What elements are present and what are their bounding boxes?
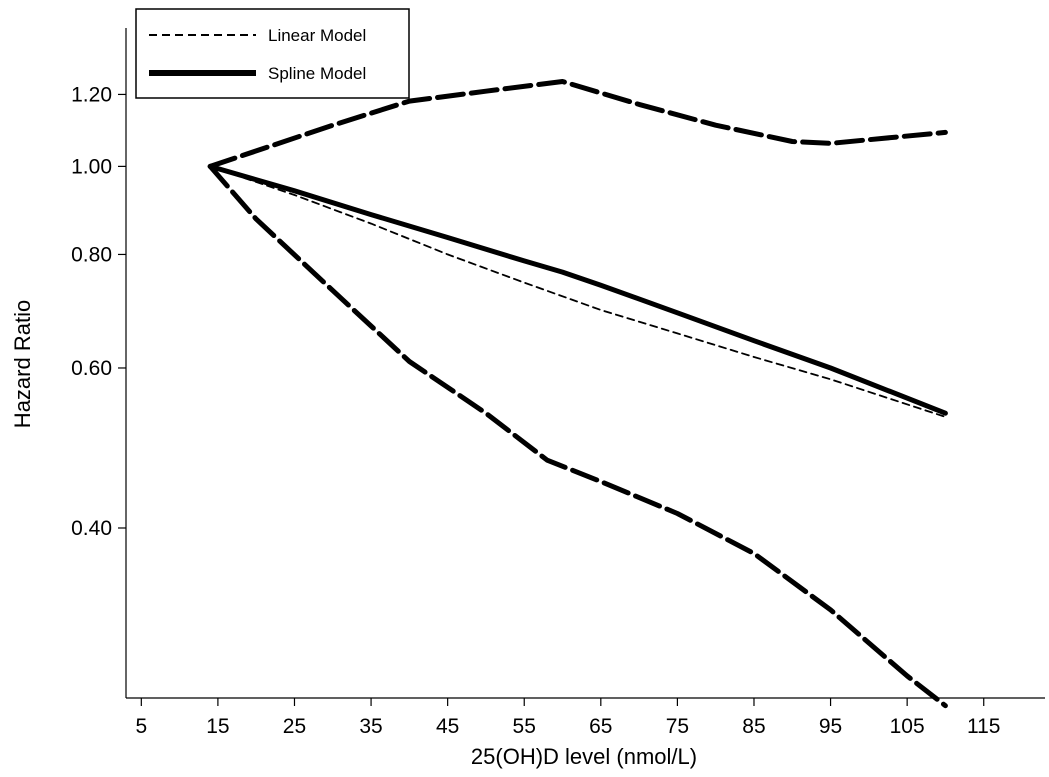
x-tick-label: 75 [666,715,689,738]
axes [125,28,1045,699]
lower-confidence-line [207,163,948,709]
spline-model-line [207,163,948,416]
ticks: 5 15 25 35 45 55 65 75 85 95 105 115 0.40 0.60 0.80 1.0… [71,83,1000,738]
y-tick-label: 0.40 [71,517,112,540]
linear-model-line [209,165,947,418]
x-tick-label: 55 [513,715,536,738]
y-tick-label: 1.20 [71,83,112,106]
x-tick-label: 115 [967,715,1000,738]
y-axis-title: Hazard Ratio [10,300,35,428]
x-tick-label: 85 [742,715,765,738]
x-tick-label: 95 [819,715,842,738]
x-tick-label: 25 [283,715,306,738]
legend-label-spline: Spline Model [268,64,366,83]
y-tick-label: 1.00 [71,155,112,178]
x-tick-label: 105 [890,715,925,738]
x-tick-label: 45 [436,715,459,738]
series-layer [207,79,948,709]
x-tick-label: 35 [359,715,382,738]
legend-box [135,8,410,99]
x-axis-title: 25(OH)D level (nmol/L) [471,744,697,769]
x-tick-label: 65 [589,715,612,738]
x-tick-label: 15 [206,715,229,738]
y-tick-label: 0.80 [71,243,112,266]
y-tick-label: 0.60 [71,357,112,380]
legend: Linear Model Spline Model [135,8,410,99]
x-tick-label: 5 [135,715,147,738]
legend-label-linear: Linear Model [268,26,366,45]
upper-confidence-line [207,79,948,169]
